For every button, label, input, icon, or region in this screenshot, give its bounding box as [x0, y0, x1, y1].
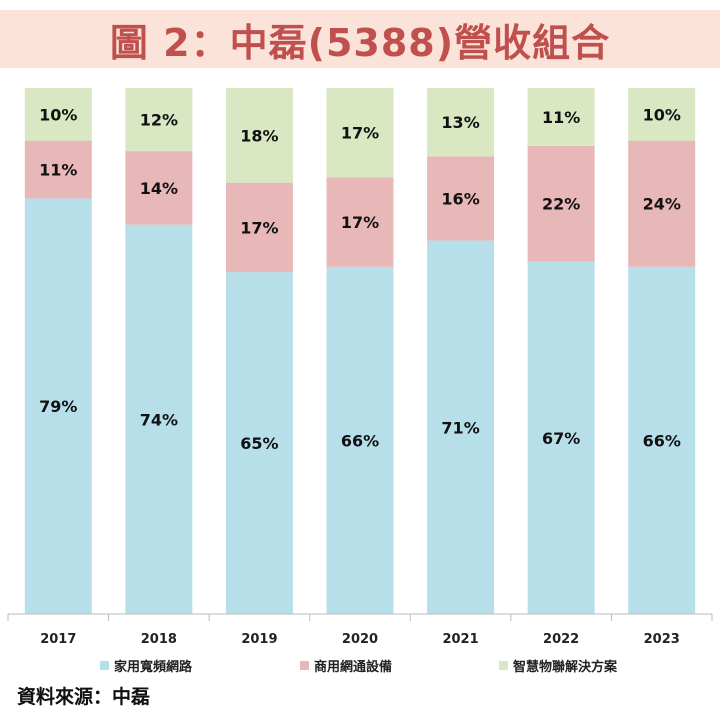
data-label: 13%	[441, 113, 479, 132]
legend-item-iot-solutions: 智慧物聯解決方案	[499, 656, 617, 675]
data-label: 17%	[341, 124, 379, 143]
x-tick-label: 2023	[644, 632, 680, 647]
bar-segment	[24, 88, 92, 141]
bar-segment	[628, 266, 696, 614]
bar-segment	[427, 240, 495, 615]
legend: 家用寬頻網路 商用網通設備 智慧物聯解決方案	[0, 656, 720, 676]
legend-item-home-broadband: 家用寬頻網路	[100, 656, 192, 675]
data-label: 66%	[341, 431, 379, 450]
bar-segment	[225, 182, 293, 273]
x-tick-label: 2020	[342, 632, 378, 647]
x-tick-label: 2022	[543, 632, 579, 647]
data-label: 12%	[140, 111, 178, 130]
legend-item-enterprise-network: 商用網通設備	[300, 656, 392, 675]
legend-swatch	[300, 661, 309, 670]
bar-segment	[628, 140, 696, 267]
data-label: 79%	[39, 397, 77, 416]
legend-swatch	[499, 661, 508, 670]
x-tick-label: 2019	[241, 632, 277, 647]
data-label: 18%	[240, 126, 278, 145]
bar-segment	[24, 198, 92, 614]
bar-segment	[225, 272, 293, 614]
source-note: 資料來源：中磊	[17, 686, 151, 708]
x-tick-label: 2017	[40, 632, 76, 647]
data-label: 16%	[441, 189, 479, 208]
bar-segment	[427, 156, 495, 241]
data-label: 11%	[39, 161, 77, 180]
data-label: 24%	[643, 195, 681, 214]
bar-segment	[527, 261, 595, 614]
bar-segment	[225, 88, 293, 183]
bar-segment	[125, 224, 193, 614]
data-label: 11%	[542, 108, 580, 127]
chart-title: 圖 2：中磊(5388)營收組合	[109, 20, 611, 65]
legend-label: 家用寬頻網路	[114, 660, 193, 675]
data-label: 71%	[441, 418, 479, 437]
x-tick-label: 2021	[442, 632, 478, 647]
data-label: 22%	[542, 195, 580, 214]
data-label: 65%	[240, 434, 278, 453]
stacked-bar-chart: 79% 11% 10% 2017 74% 14% 12% 2018 65% 17% 18% 2019 6…	[7, 88, 713, 647]
data-label: 10%	[643, 105, 681, 124]
bar-segment	[527, 88, 595, 146]
bar-segment	[527, 145, 595, 262]
title-band: 圖 2：中磊(5388)營收組合	[0, 10, 720, 68]
bar-segment	[427, 88, 495, 157]
data-label: 10%	[39, 105, 77, 124]
bar-segment	[24, 140, 92, 199]
data-label: 74%	[140, 410, 178, 429]
data-label: 66%	[643, 431, 681, 450]
data-label: 17%	[240, 218, 278, 237]
bar-segment	[326, 88, 394, 178]
bar-segment	[125, 88, 193, 152]
legend-label: 商用網通設備	[314, 660, 393, 675]
legend-label: 智慧物聯解決方案	[513, 660, 618, 675]
bar-segment	[326, 177, 394, 267]
data-label: 17%	[341, 213, 379, 232]
bar-segment	[125, 151, 193, 225]
data-label: 14%	[140, 179, 178, 198]
x-tick-label: 2018	[141, 632, 177, 647]
legend-swatch	[100, 661, 109, 670]
bar-segment	[326, 266, 394, 614]
bar-segment	[628, 88, 696, 141]
data-label: 67%	[542, 429, 580, 448]
